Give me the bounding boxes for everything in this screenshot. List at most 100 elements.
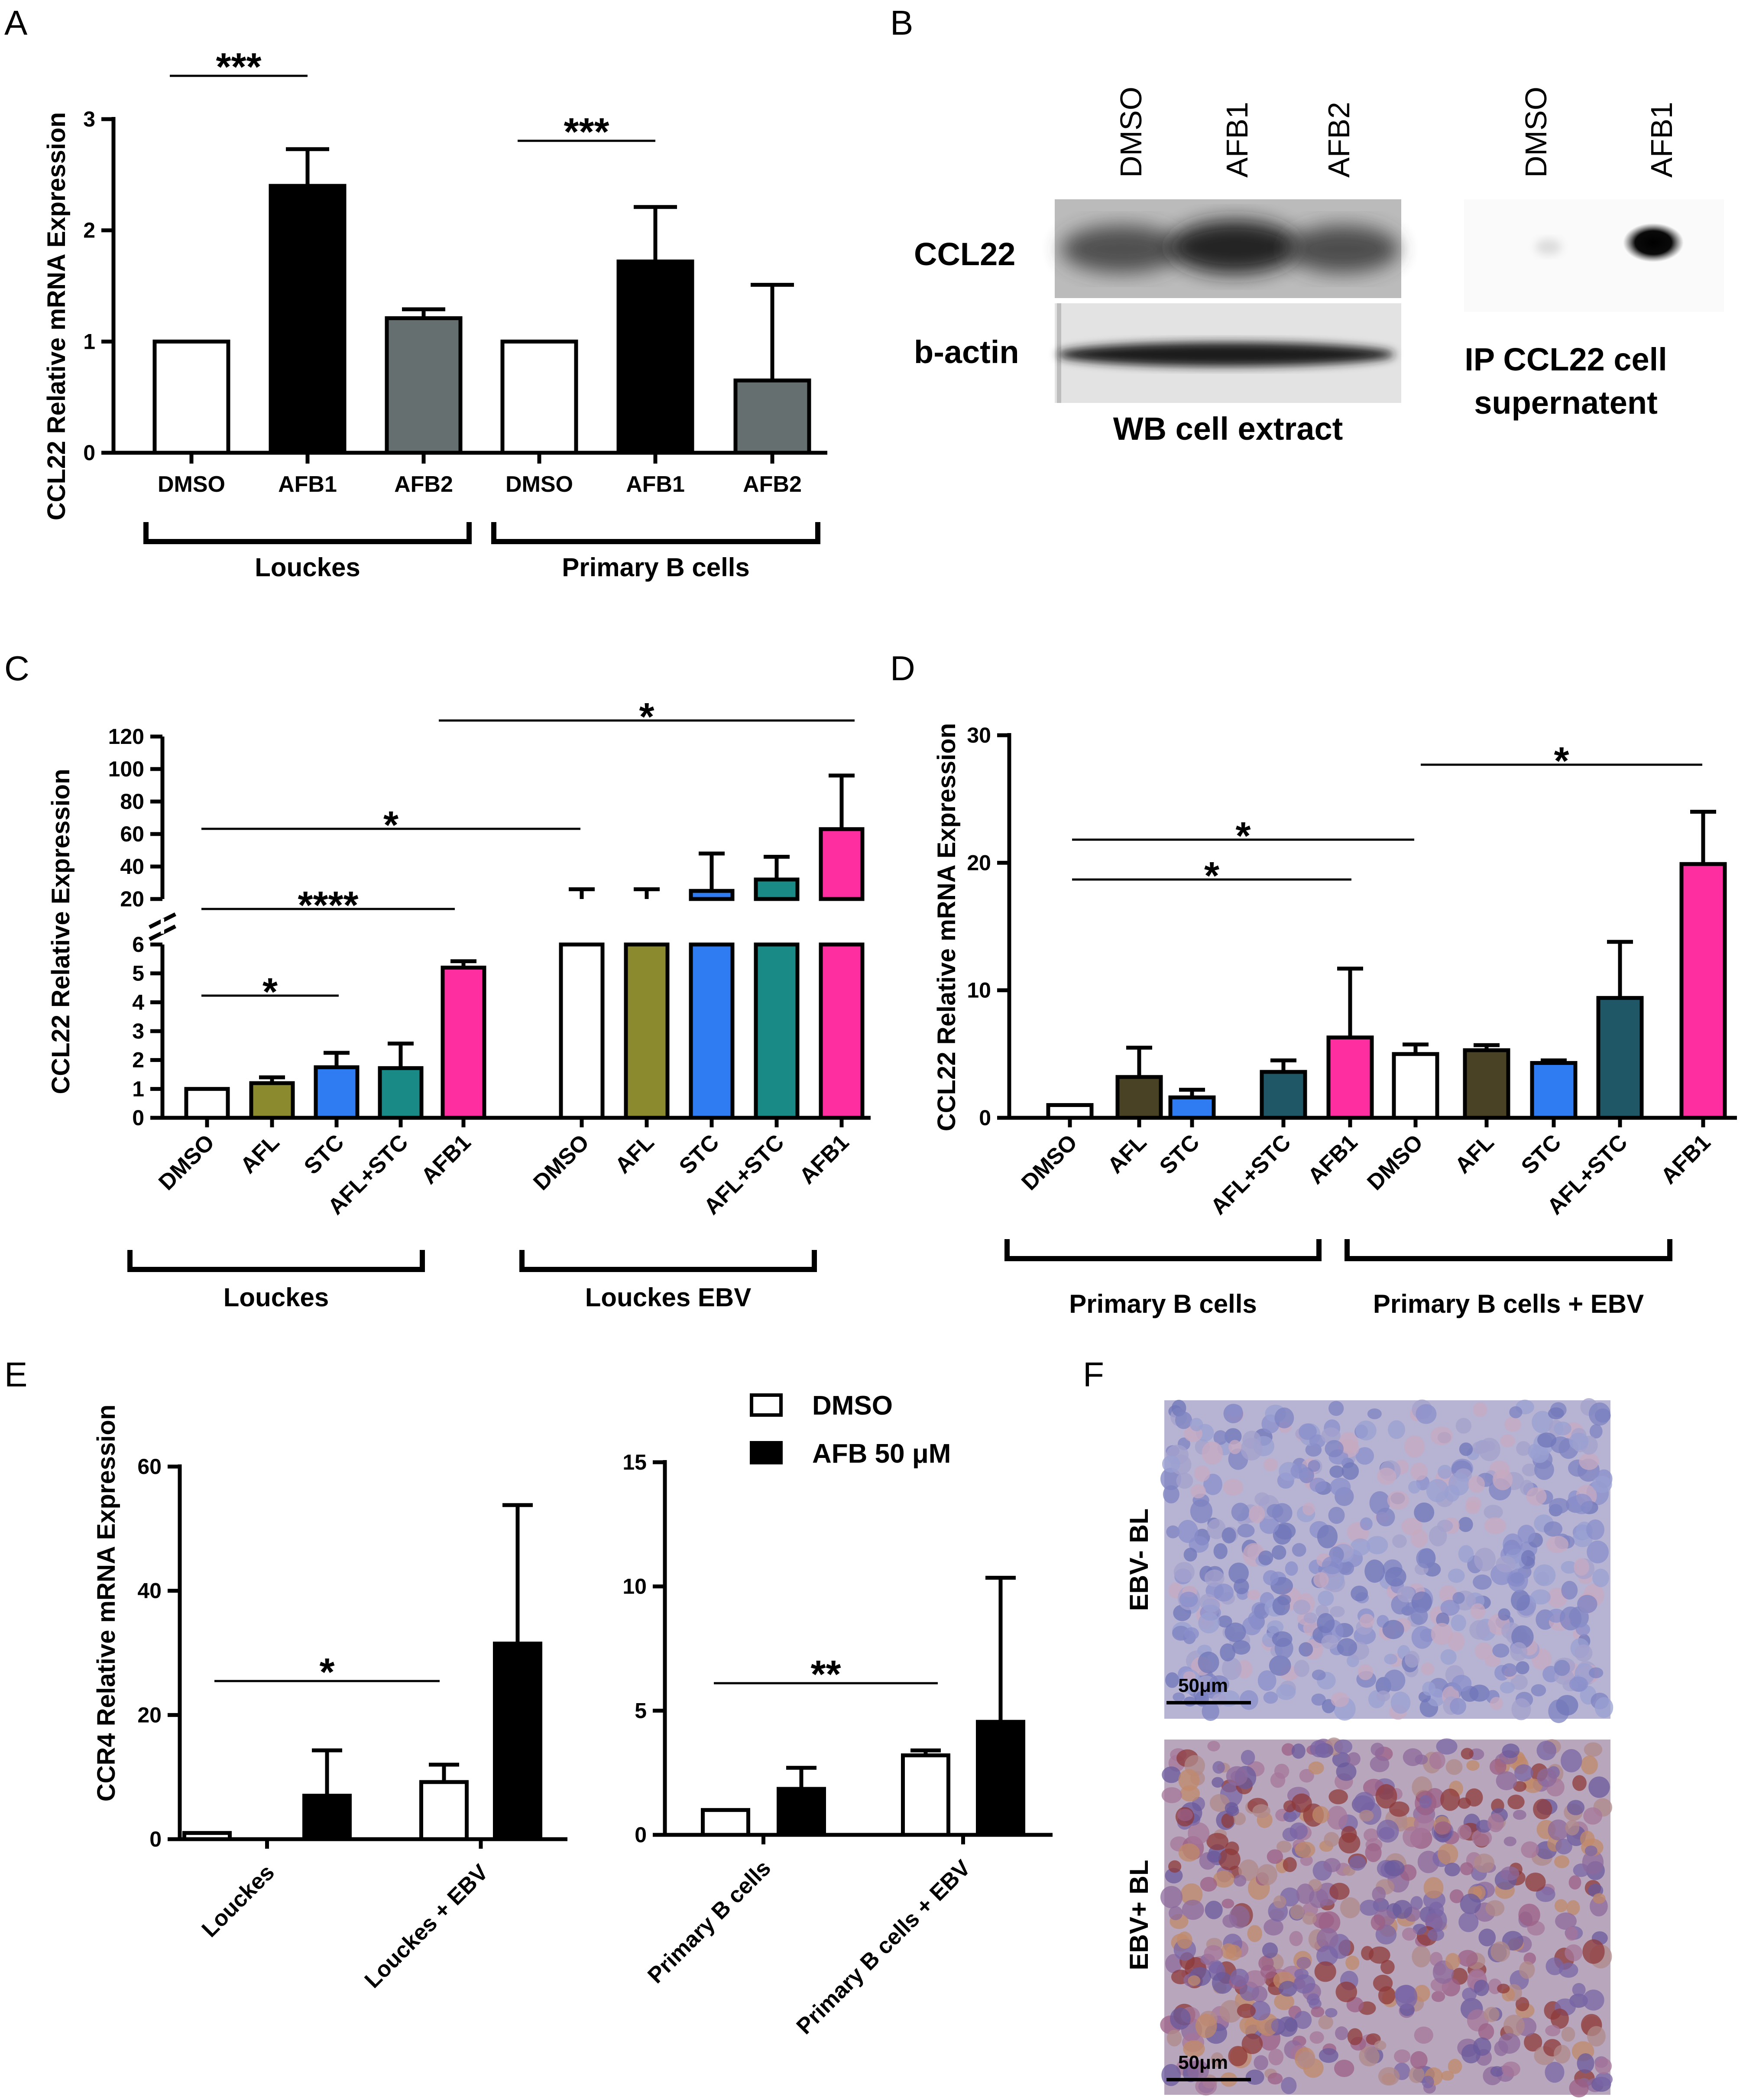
- panel-e-right-y-tick-label: 0: [635, 1823, 647, 1847]
- micrograph-top-cell-nucleus: [1329, 1465, 1344, 1478]
- micrograph-top-cell-nucleus: [1534, 1459, 1554, 1480]
- micrograph-bottom-cell-nucleus: [1365, 1843, 1382, 1862]
- micrograph-bottom-cell-nucleus: [1444, 1863, 1461, 1876]
- micrograph-top-cell-nucleus: [1458, 1545, 1474, 1563]
- label-ebv-positive: EBV+ BL: [1124, 1860, 1153, 1970]
- micrograph-top-cell-nucleus: [1367, 1408, 1382, 1419]
- micrograph-top-cell-nucleus: [1468, 1475, 1485, 1493]
- micrograph-top-cell-nucleus: [1190, 1499, 1213, 1523]
- micrograph-top-cell-nucleus: [1351, 1585, 1368, 1602]
- micrograph-top-cell-nucleus: [1594, 1697, 1613, 1718]
- micrograph-top-cell-nucleus: [1426, 1479, 1449, 1503]
- panel-e-right-bar: [901, 1753, 950, 1837]
- micrograph-top-cell-nucleus: [1410, 1607, 1428, 1625]
- micrograph-bottom-cell-nucleus: [1340, 1897, 1361, 1918]
- wb-lane-afb1: AFB1: [1220, 102, 1254, 178]
- micrograph-top-cell-nucleus: [1556, 1695, 1578, 1716]
- micrograph-top-cell-nucleus: [1269, 1655, 1291, 1676]
- panel-c-group-bracket: [519, 1250, 817, 1272]
- panel-c-y-tick-label: 6: [132, 932, 144, 957]
- panel-a-group-label: Louckes: [255, 553, 360, 582]
- micrograph-bottom-cell-nucleus: [1294, 1968, 1309, 1980]
- micrograph-bottom-cell-nucleus: [1370, 1743, 1384, 1756]
- micrograph-top-cell-nucleus: [1481, 1441, 1496, 1451]
- panel-c-bar-lower: [819, 942, 865, 1120]
- micrograph-bottom-cell-nucleus: [1162, 1766, 1181, 1783]
- micrograph-bottom-cell-nucleus: [1572, 1983, 1586, 1997]
- legend-swatch-dmso: [750, 1393, 783, 1417]
- micrograph-bottom-cell-nucleus: [1278, 1981, 1297, 1997]
- micrograph-bottom-cell-nucleus: [1245, 2069, 1264, 2085]
- micrograph-top-cell-nucleus: [1190, 1484, 1206, 1499]
- micrograph-top-cell-nucleus: [1575, 1623, 1591, 1636]
- micrograph-top-cell-nucleus: [1198, 1652, 1219, 1674]
- panel-d-bar: [1046, 1103, 1094, 1120]
- micrograph-bottom-cell-nucleus: [1213, 1870, 1234, 1888]
- micrograph-bottom-cell-nucleus: [1306, 1993, 1320, 2006]
- micrograph-bottom-cell-nucleus: [1257, 1864, 1277, 1886]
- micrograph-bottom-cell-nucleus: [1238, 1859, 1259, 1881]
- micrograph-bottom-cell-nucleus: [1354, 1792, 1375, 1813]
- panel-e-right-y-tick-label: 15: [622, 1450, 647, 1474]
- micrograph-bottom-cell-nucleus: [1225, 1944, 1242, 1961]
- panel-d-sig-label: *: [1554, 740, 1569, 783]
- panel-e-left-y-tick-label: 60: [137, 1454, 162, 1479]
- panel-c-bar: [249, 1081, 295, 1120]
- micrograph-top-cell-nucleus: [1484, 1505, 1503, 1519]
- micrograph-top-cell-nucleus: [1522, 1464, 1538, 1477]
- micrograph-bottom-cell-nucleus: [1423, 1877, 1444, 1899]
- micrograph-bottom-cell-nucleus: [1394, 2049, 1411, 2063]
- micrograph-top-cell-nucleus: [1500, 1434, 1515, 1448]
- micrograph-bottom-cell-nucleus: [1465, 1788, 1483, 1807]
- micrograph-top-cell-nucleus: [1221, 1657, 1242, 1680]
- wb-ccl22-band-image: [1055, 199, 1401, 298]
- panel-d-bar: [1596, 996, 1644, 1120]
- panel-label-a: A: [4, 3, 28, 42]
- micrograph-top-cell-nucleus: [1440, 1649, 1457, 1665]
- panel-c-y-tick-label: 40: [120, 854, 144, 879]
- panel-d-ylabel: CCL22 Relative mRNA Expression: [933, 723, 961, 1131]
- micrograph-bottom-cell-nucleus: [1241, 2033, 1263, 2055]
- panel-d-x-tick-label: STC: [1516, 1130, 1566, 1179]
- micrograph-top-cell-nucleus: [1290, 1463, 1309, 1479]
- micrograph-bottom-cell-nucleus: [1415, 1754, 1428, 1765]
- micrograph-bottom-cell-nucleus: [1319, 2048, 1338, 2063]
- micrograph-top-cell-nucleus: [1377, 1467, 1396, 1485]
- micrograph-bottom-cell-nucleus: [1566, 1900, 1580, 1915]
- panel-e-right-bar: [777, 1787, 826, 1837]
- micrograph-top-cell-nucleus: [1330, 1606, 1345, 1617]
- micrograph-bottom-cell-nucleus: [1503, 2014, 1525, 2037]
- micrograph-top-cell-nucleus: [1404, 1435, 1425, 1458]
- panel-c-y-tick-label: 2: [132, 1048, 144, 1072]
- panel-label-c: C: [4, 649, 29, 688]
- micrograph-bottom-cell-nucleus: [1169, 1906, 1183, 1921]
- micrograph-bottom-cell-nucleus: [1241, 1749, 1255, 1765]
- micrograph-bottom-cell-nucleus: [1500, 1866, 1519, 1881]
- micrograph-bottom-cell-nucleus: [1577, 2053, 1594, 2074]
- micrograph-top-cell-nucleus: [1474, 1642, 1493, 1660]
- micrograph-top-cell-nucleus: [1458, 1517, 1473, 1532]
- panel-a-x-tick-label: AFB2: [394, 472, 453, 497]
- micrograph-bottom-cell-nucleus: [1195, 2013, 1217, 2038]
- panel-label-e: E: [4, 1355, 27, 1394]
- micrograph-top-cell-nucleus: [1214, 1584, 1234, 1602]
- micrograph-top-cell-nucleus: [1257, 1670, 1277, 1691]
- micrograph-top-cell-nucleus: [1317, 1525, 1338, 1548]
- panel-c-x-tick-label: AFL: [610, 1130, 659, 1178]
- micrograph-top-cell-nucleus: [1390, 1691, 1411, 1714]
- ip-lane-dmso: DMSO: [1519, 87, 1553, 178]
- micrograph-bottom-cell-nucleus: [1188, 1822, 1210, 1844]
- micrograph-top-cell-nucleus: [1574, 1558, 1590, 1576]
- panel-c-bar-gap: [752, 901, 802, 942]
- micrograph-top-cell-nucleus: [1163, 1485, 1179, 1504]
- micrograph-bottom-cell-nucleus: [1329, 1883, 1350, 1900]
- micrograph-top-cell-nucleus: [1325, 1440, 1344, 1457]
- micrograph-bottom-cell-nucleus: [1327, 1805, 1348, 1830]
- micrograph-bottom-cell-nucleus: [1364, 1828, 1379, 1842]
- micrograph-top-cell-nucleus: [1175, 1412, 1192, 1429]
- panel-d-bar: [1679, 862, 1727, 1120]
- micrograph-bottom-cell-nucleus: [1274, 1993, 1295, 2010]
- micrograph-top-cell-nucleus: [1183, 1671, 1196, 1682]
- micrograph-bottom-cell-nucleus: [1501, 2061, 1520, 2077]
- micrograph-top-cell-nucleus: [1285, 1561, 1298, 1576]
